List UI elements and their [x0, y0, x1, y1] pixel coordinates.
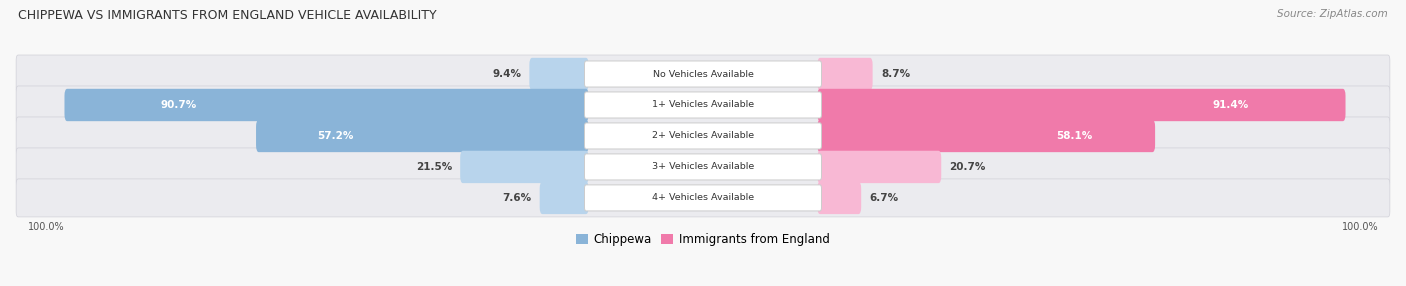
FancyBboxPatch shape: [585, 61, 821, 87]
FancyBboxPatch shape: [817, 120, 1156, 152]
FancyBboxPatch shape: [460, 151, 589, 183]
FancyBboxPatch shape: [15, 179, 1391, 217]
Text: 20.7%: 20.7%: [949, 162, 986, 172]
FancyBboxPatch shape: [585, 123, 821, 149]
FancyBboxPatch shape: [585, 185, 821, 211]
Text: 4+ Vehicles Available: 4+ Vehicles Available: [652, 193, 754, 202]
FancyBboxPatch shape: [15, 117, 1391, 155]
Text: 8.7%: 8.7%: [882, 69, 910, 79]
FancyBboxPatch shape: [585, 92, 821, 118]
FancyBboxPatch shape: [817, 151, 941, 183]
FancyBboxPatch shape: [15, 148, 1391, 186]
FancyBboxPatch shape: [817, 58, 873, 90]
Text: 21.5%: 21.5%: [416, 162, 451, 172]
Text: Source: ZipAtlas.com: Source: ZipAtlas.com: [1277, 9, 1388, 19]
Text: No Vehicles Available: No Vehicles Available: [652, 69, 754, 79]
FancyBboxPatch shape: [256, 120, 589, 152]
FancyBboxPatch shape: [817, 182, 862, 214]
Legend: Chippewa, Immigrants from England: Chippewa, Immigrants from England: [571, 228, 835, 251]
Text: 90.7%: 90.7%: [160, 100, 197, 110]
Text: 1+ Vehicles Available: 1+ Vehicles Available: [652, 100, 754, 110]
Text: 2+ Vehicles Available: 2+ Vehicles Available: [652, 132, 754, 140]
Text: 57.2%: 57.2%: [318, 131, 354, 141]
FancyBboxPatch shape: [540, 182, 589, 214]
FancyBboxPatch shape: [817, 89, 1346, 121]
Text: 6.7%: 6.7%: [869, 193, 898, 203]
Text: 58.1%: 58.1%: [1056, 131, 1092, 141]
FancyBboxPatch shape: [530, 58, 589, 90]
FancyBboxPatch shape: [15, 55, 1391, 93]
Text: 91.4%: 91.4%: [1212, 100, 1249, 110]
Text: 100.0%: 100.0%: [28, 223, 65, 233]
FancyBboxPatch shape: [15, 86, 1391, 124]
Text: 9.4%: 9.4%: [492, 69, 522, 79]
Text: 3+ Vehicles Available: 3+ Vehicles Available: [652, 162, 754, 171]
Text: 100.0%: 100.0%: [1341, 223, 1378, 233]
Text: CHIPPEWA VS IMMIGRANTS FROM ENGLAND VEHICLE AVAILABILITY: CHIPPEWA VS IMMIGRANTS FROM ENGLAND VEHI…: [18, 9, 437, 21]
Text: 7.6%: 7.6%: [502, 193, 531, 203]
FancyBboxPatch shape: [585, 154, 821, 180]
FancyBboxPatch shape: [65, 89, 589, 121]
